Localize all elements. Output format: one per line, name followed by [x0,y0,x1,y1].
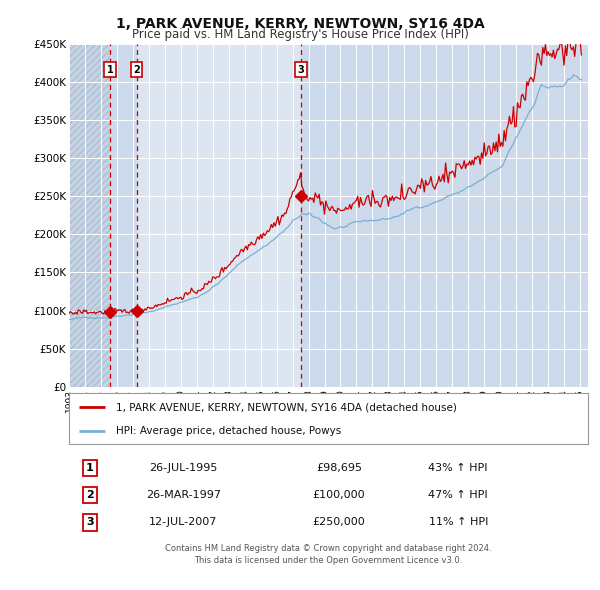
Text: 1, PARK AVENUE, KERRY, NEWTOWN, SY16 4DA (detached house): 1, PARK AVENUE, KERRY, NEWTOWN, SY16 4DA… [116,402,457,412]
Text: Contains HM Land Registry data © Crown copyright and database right 2024.: Contains HM Land Registry data © Crown c… [165,544,492,553]
Text: £100,000: £100,000 [313,490,365,500]
Bar [110,44,137,386]
Text: 12-JUL-2007: 12-JUL-2007 [149,517,217,527]
Bar [69,44,110,386]
Text: 3: 3 [298,65,304,75]
Bar [69,44,110,386]
Text: 1, PARK AVENUE, KERRY, NEWTOWN, SY16 4DA: 1, PARK AVENUE, KERRY, NEWTOWN, SY16 4DA [116,17,484,31]
Text: 3: 3 [86,517,94,527]
Text: 47% ↑ HPI: 47% ↑ HPI [428,490,488,500]
Text: £98,695: £98,695 [316,463,362,473]
Text: 43% ↑ HPI: 43% ↑ HPI [428,463,488,473]
Text: 1: 1 [86,463,94,473]
Bar [301,44,588,386]
Text: HPI: Average price, detached house, Powys: HPI: Average price, detached house, Powy… [116,427,341,437]
Text: 1: 1 [107,65,113,75]
Text: 2: 2 [133,65,140,75]
Text: £250,000: £250,000 [313,517,365,527]
Text: Price paid vs. HM Land Registry's House Price Index (HPI): Price paid vs. HM Land Registry's House … [131,28,469,41]
Text: This data is licensed under the Open Government Licence v3.0.: This data is licensed under the Open Gov… [194,556,463,565]
Text: 2: 2 [86,490,94,500]
Text: 26-MAR-1997: 26-MAR-1997 [146,490,221,500]
Text: 26-JUL-1995: 26-JUL-1995 [149,463,217,473]
Text: 11% ↑ HPI: 11% ↑ HPI [428,517,488,527]
